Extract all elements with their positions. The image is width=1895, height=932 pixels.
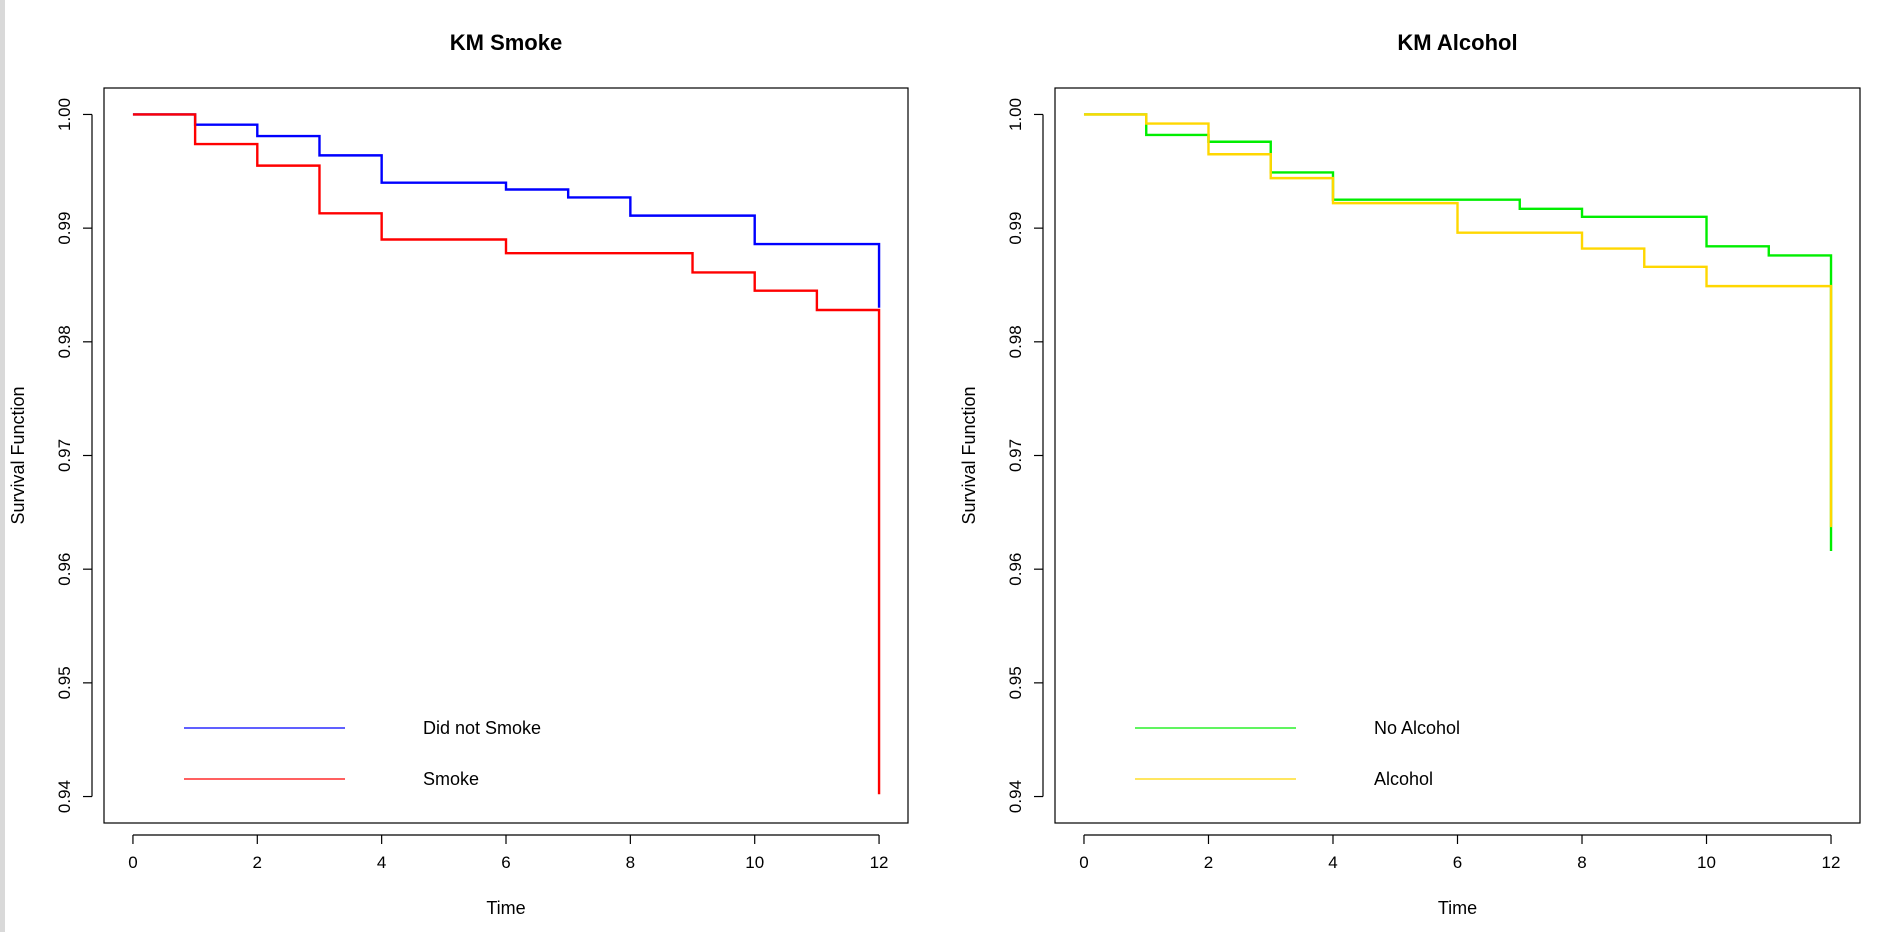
x-tick-label: 4	[377, 853, 386, 872]
x-tick-label: 0	[1079, 853, 1088, 872]
km-curve-0	[132, 113, 881, 308]
y-tick-label: 0.96	[1006, 553, 1025, 586]
window-left-border	[0, 0, 5, 932]
km-curve-1	[1083, 113, 1833, 528]
km-curve-1	[132, 113, 881, 795]
x-tick-label: 0	[128, 853, 137, 872]
legend-label: Did not Smoke	[423, 718, 541, 738]
legend-label: No Alcohol	[1374, 718, 1460, 738]
x-tick-label: 8	[626, 853, 635, 872]
y-tick-label: 0.95	[55, 666, 74, 699]
km-smoke-panel: KM Smoke 0 2 4 6 8 10 12 Time 0.94 0.95 0.96 0.97 0.9…	[8, 30, 909, 918]
x-tick-label: 6	[501, 853, 510, 872]
km-alcohol-panel: KM Alcohol 0 2 4 6 8 10 12 Time 0.94 0.95 0.96 0.97 0…	[959, 30, 1861, 918]
y-axis-label: Survival Function	[8, 386, 28, 524]
y-axis-label: Survival Function	[959, 386, 979, 524]
x-tick-label: 10	[1697, 853, 1716, 872]
y-tick-label: 0.99	[55, 212, 74, 245]
x-tick-label: 4	[1328, 853, 1337, 872]
y-tick-label: 0.94	[55, 780, 74, 813]
x-tick-label: 2	[1204, 853, 1213, 872]
y-tick-label: 0.95	[1006, 666, 1025, 699]
x-tick-label: 10	[745, 853, 764, 872]
legend-label: Alcohol	[1374, 769, 1433, 789]
y-tick-label: 1.00	[55, 98, 74, 131]
chart-title: KM Smoke	[450, 30, 562, 55]
plot-frame	[103, 87, 909, 824]
x-axis-label: Time	[486, 898, 525, 918]
x-tick-label: 12	[1822, 853, 1841, 872]
y-tick-label: 0.99	[1006, 212, 1025, 245]
y-tick-label: 0.97	[1006, 439, 1025, 472]
legend-label: Smoke	[423, 769, 479, 789]
x-tick-label: 12	[870, 853, 889, 872]
plot-frame	[1054, 87, 1861, 824]
y-tick-label: 0.97	[55, 439, 74, 472]
chart-title: KM Alcohol	[1397, 30, 1517, 55]
km-curve-0	[1083, 113, 1833, 551]
x-tick-label: 8	[1577, 853, 1586, 872]
y-tick-label: 1.00	[1006, 98, 1025, 131]
y-tick-label: 0.96	[55, 553, 74, 586]
y-tick-label: 0.94	[1006, 780, 1025, 813]
x-axis-label: Time	[1438, 898, 1477, 918]
y-tick-label: 0.98	[55, 325, 74, 358]
x-tick-label: 2	[253, 853, 262, 872]
y-tick-label: 0.98	[1006, 325, 1025, 358]
x-tick-label: 6	[1453, 853, 1462, 872]
